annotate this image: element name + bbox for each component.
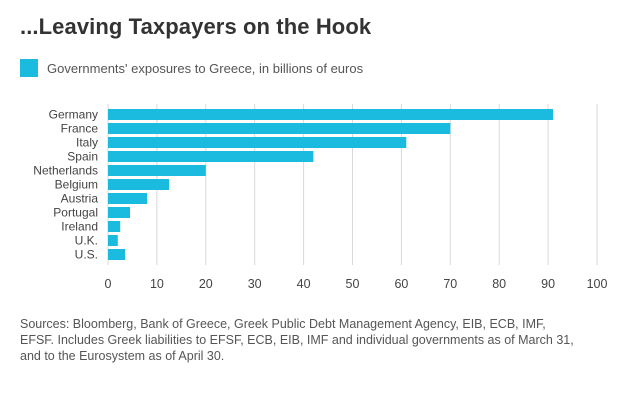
bar-chart: GermanyFranceItalySpainNetherlandsBelgiu…	[33, 104, 608, 291]
x-axis-tick-labels: 0 10 20 30 40 50 60 70 80 90 100	[105, 277, 608, 291]
category-label: U.S.	[75, 248, 98, 262]
category-label: Germany	[49, 108, 98, 122]
bar-austria	[108, 193, 148, 204]
category-label: Italy	[76, 136, 98, 150]
x-tick-label: 30	[248, 277, 262, 291]
bar-belgium	[108, 179, 170, 190]
legend-swatch	[20, 59, 38, 77]
x-tick-label: 100	[587, 277, 608, 291]
bar-u-k	[108, 235, 118, 246]
bar-spain	[108, 151, 314, 162]
x-tick-label: 50	[346, 277, 360, 291]
category-label: U.K.	[75, 234, 98, 248]
category-label: Belgium	[55, 178, 98, 192]
x-tick-label: 80	[492, 277, 506, 291]
category-label: Portugal	[53, 206, 98, 220]
chart-title: ...Leaving Taxpayers on the Hook	[20, 14, 372, 39]
category-labels: GermanyFranceItalySpainNetherlandsBelgiu…	[33, 108, 98, 262]
x-tick-label: 10	[150, 277, 164, 291]
x-tick-label: 20	[199, 277, 213, 291]
bar-italy	[108, 137, 407, 148]
category-label: France	[61, 122, 99, 136]
x-tick-label: 70	[443, 277, 457, 291]
category-label: Ireland	[61, 220, 98, 234]
bars	[108, 109, 553, 260]
category-label: Austria	[61, 192, 99, 206]
bar-netherlands	[108, 165, 206, 176]
category-label: Spain	[67, 150, 98, 164]
bar-germany	[108, 109, 553, 120]
x-tick-label: 0	[105, 277, 112, 291]
x-tick-label: 60	[394, 277, 408, 291]
bar-france	[108, 123, 451, 134]
legend-label: Governments' exposures to Greece, in bil…	[47, 60, 364, 76]
source-note: Sources: Bloomberg, Bank of Greece, Gree…	[20, 317, 574, 363]
bar-u-s	[108, 249, 126, 260]
x-tick-label: 40	[297, 277, 311, 291]
category-label: Netherlands	[33, 164, 98, 178]
bar-ireland	[108, 221, 121, 232]
legend: Governments' exposures to Greece, in bil…	[20, 58, 363, 78]
bar-portugal	[108, 207, 131, 218]
x-tick-label: 90	[541, 277, 555, 291]
